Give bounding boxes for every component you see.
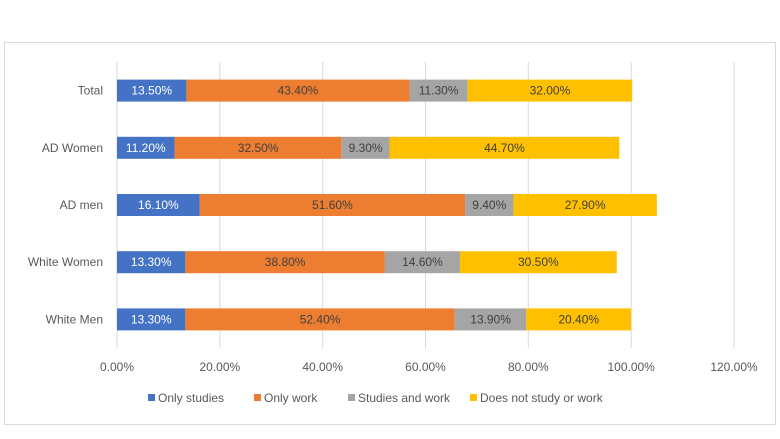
bar-segment (185, 251, 385, 274)
bar-segment (384, 251, 460, 274)
x-tick-label: 40.00% (302, 360, 343, 374)
data-label: 27.90% (565, 198, 606, 212)
category-label: White Men (46, 312, 103, 326)
x-tick-label: 20.00% (199, 360, 240, 374)
x-tick-label: 60.00% (405, 360, 446, 374)
legend-swatch (470, 394, 477, 401)
x-tick-label: 120.00% (710, 360, 758, 374)
legend-item: Only studies (148, 391, 224, 405)
bar-segment (467, 79, 633, 102)
data-label: 13.90% (470, 312, 511, 326)
data-label: 30.50% (518, 255, 559, 269)
data-label: 20.40% (558, 312, 599, 326)
data-label: 52.40% (300, 312, 341, 326)
category-label: Total (78, 84, 103, 98)
category-label: AD men (60, 198, 103, 212)
bar-segment (186, 79, 410, 102)
category-label: White Women (28, 255, 103, 269)
data-label: 13.30% (131, 255, 172, 269)
bar-segment (526, 308, 632, 331)
data-label: 11.30% (419, 84, 459, 98)
data-label: 32.00% (530, 84, 571, 98)
data-label: 44.70% (484, 141, 525, 155)
bar-segment (513, 194, 657, 216)
legend-item: Studies and work (348, 391, 451, 405)
legend-swatch (254, 394, 261, 401)
category-label: AD Women (42, 141, 103, 155)
data-label: 13.30% (131, 312, 172, 326)
bar-segment (454, 308, 527, 331)
data-label: 51.60% (312, 198, 353, 212)
legend-swatch (348, 394, 355, 401)
bar-segment (341, 136, 390, 159)
bar-segment (389, 136, 620, 159)
x-tick-label: 100.00% (607, 360, 655, 374)
legend-label: Only studies (158, 391, 224, 405)
legend-item: Only work (254, 391, 318, 405)
x-tick-label: 0.00% (100, 360, 134, 374)
bar-segment (465, 194, 514, 216)
x-tick-label: 80.00% (508, 360, 549, 374)
bar-segment (117, 251, 186, 274)
bar-segment (117, 136, 175, 159)
bar-segment (117, 79, 187, 102)
legend-label: Does not study or work (480, 391, 604, 405)
data-label: 38.80% (265, 255, 306, 269)
data-label: 43.40% (278, 84, 319, 98)
bar-segment (199, 194, 466, 216)
legend-label: Studies and work (358, 391, 451, 405)
chart-frame (4, 42, 776, 425)
legend-label: Only work (264, 391, 318, 405)
data-label: 9.30% (349, 141, 383, 155)
bar-segment (459, 251, 617, 274)
data-label: 11.20% (126, 141, 166, 155)
data-label: 14.60% (402, 255, 443, 269)
data-label: 16.10% (138, 198, 179, 212)
bar-segment (174, 136, 342, 159)
bar-segment (185, 308, 455, 331)
legend-item: Does not study or work (470, 391, 604, 405)
data-label: 9.40% (472, 198, 506, 212)
bar-segment (117, 308, 186, 331)
legend-swatch (148, 394, 155, 401)
bar-segment (409, 79, 468, 102)
bar-segment (117, 194, 200, 216)
data-label: 32.50% (238, 141, 279, 155)
data-label: 13.50% (131, 84, 172, 98)
